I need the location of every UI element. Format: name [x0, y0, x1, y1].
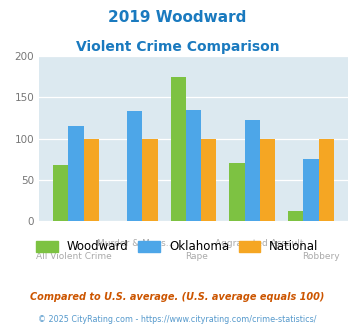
Text: © 2025 CityRating.com - https://www.cityrating.com/crime-statistics/: © 2025 CityRating.com - https://www.city… [38, 315, 317, 324]
Text: 2019 Woodward: 2019 Woodward [108, 10, 247, 25]
Bar [288, 211, 303, 221]
Text: Aggravated Assault: Aggravated Assault [214, 239, 303, 248]
Bar [229, 163, 245, 221]
Bar [53, 165, 69, 221]
Bar [318, 139, 334, 221]
Text: Compared to U.S. average. (U.S. average equals 100): Compared to U.S. average. (U.S. average … [30, 292, 325, 302]
Text: Rape: Rape [186, 252, 208, 261]
Bar [69, 126, 84, 221]
Bar [260, 139, 275, 221]
Text: Robbery: Robbery [302, 252, 339, 261]
Text: All Violent Crime: All Violent Crime [36, 252, 111, 261]
Bar [201, 139, 217, 221]
Bar [170, 77, 186, 221]
Bar [142, 139, 158, 221]
Text: Violent Crime Comparison: Violent Crime Comparison [76, 40, 279, 53]
Bar [186, 110, 201, 221]
Bar [127, 111, 142, 221]
Legend: Woodward, Oklahoma, National: Woodward, Oklahoma, National [32, 236, 323, 258]
Text: Murder & Mans...: Murder & Mans... [97, 239, 174, 248]
Bar [245, 119, 260, 221]
Bar [84, 139, 99, 221]
Bar [303, 159, 318, 221]
